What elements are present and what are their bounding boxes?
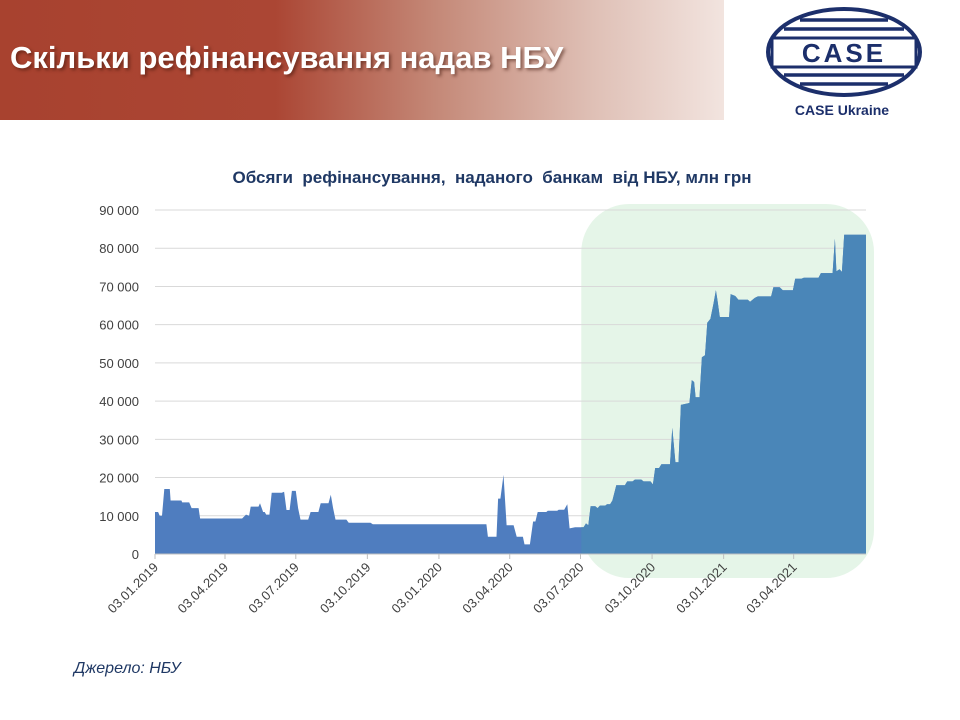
logo-stripes (784, 18, 904, 86)
y-tick-label: 30 000 (99, 432, 139, 447)
y-tick-label: 90 000 (99, 203, 139, 218)
header-banner (0, 0, 724, 120)
y-tick-label: 20 000 (99, 471, 139, 486)
series-area-highlighted (581, 234, 866, 554)
y-tick-label: 80 000 (99, 241, 139, 256)
source-note: Джерело: НБУ (74, 660, 181, 677)
y-axis: 0 10 000 20 000 30 000 40 000 50 000 60 000 70 … (99, 203, 139, 562)
logo-text-box (770, 36, 918, 69)
case-ukraine-logo: CASE CASE Ukraine (766, 7, 922, 118)
y-tick-label: 0 (132, 547, 139, 562)
x-tick-label: 03.04.2020 (459, 560, 516, 617)
y-tick-label: 40 000 (99, 394, 139, 409)
y-tick-label: 50 000 (99, 356, 139, 371)
y-tick-label: 60 000 (99, 318, 139, 333)
logo-caption: CASE Ukraine (795, 102, 889, 118)
y-tick-label: 10 000 (99, 509, 139, 524)
chart-title: Обсяги рефінансування, наданого банкам в… (232, 168, 752, 187)
x-tick-label: 03.07.2019 (245, 560, 302, 617)
x-tick-label: 03.07.2020 (530, 560, 587, 617)
x-tick-label: 03.01.2019 (104, 560, 161, 617)
refinancing-area-chart: 0 10 000 20 000 30 000 40 000 50 000 60 000 70 … (99, 203, 874, 617)
page-title: Скільки рефінансування надав НБУ (10, 40, 564, 75)
x-tick-label: 03.01.2020 (388, 560, 445, 617)
x-tick-label: 03.04.2019 (175, 560, 232, 617)
logo-mark-text: CASE (802, 38, 886, 68)
y-tick-label: 70 000 (99, 279, 139, 294)
x-tick-label: 03.10.2019 (317, 560, 374, 617)
